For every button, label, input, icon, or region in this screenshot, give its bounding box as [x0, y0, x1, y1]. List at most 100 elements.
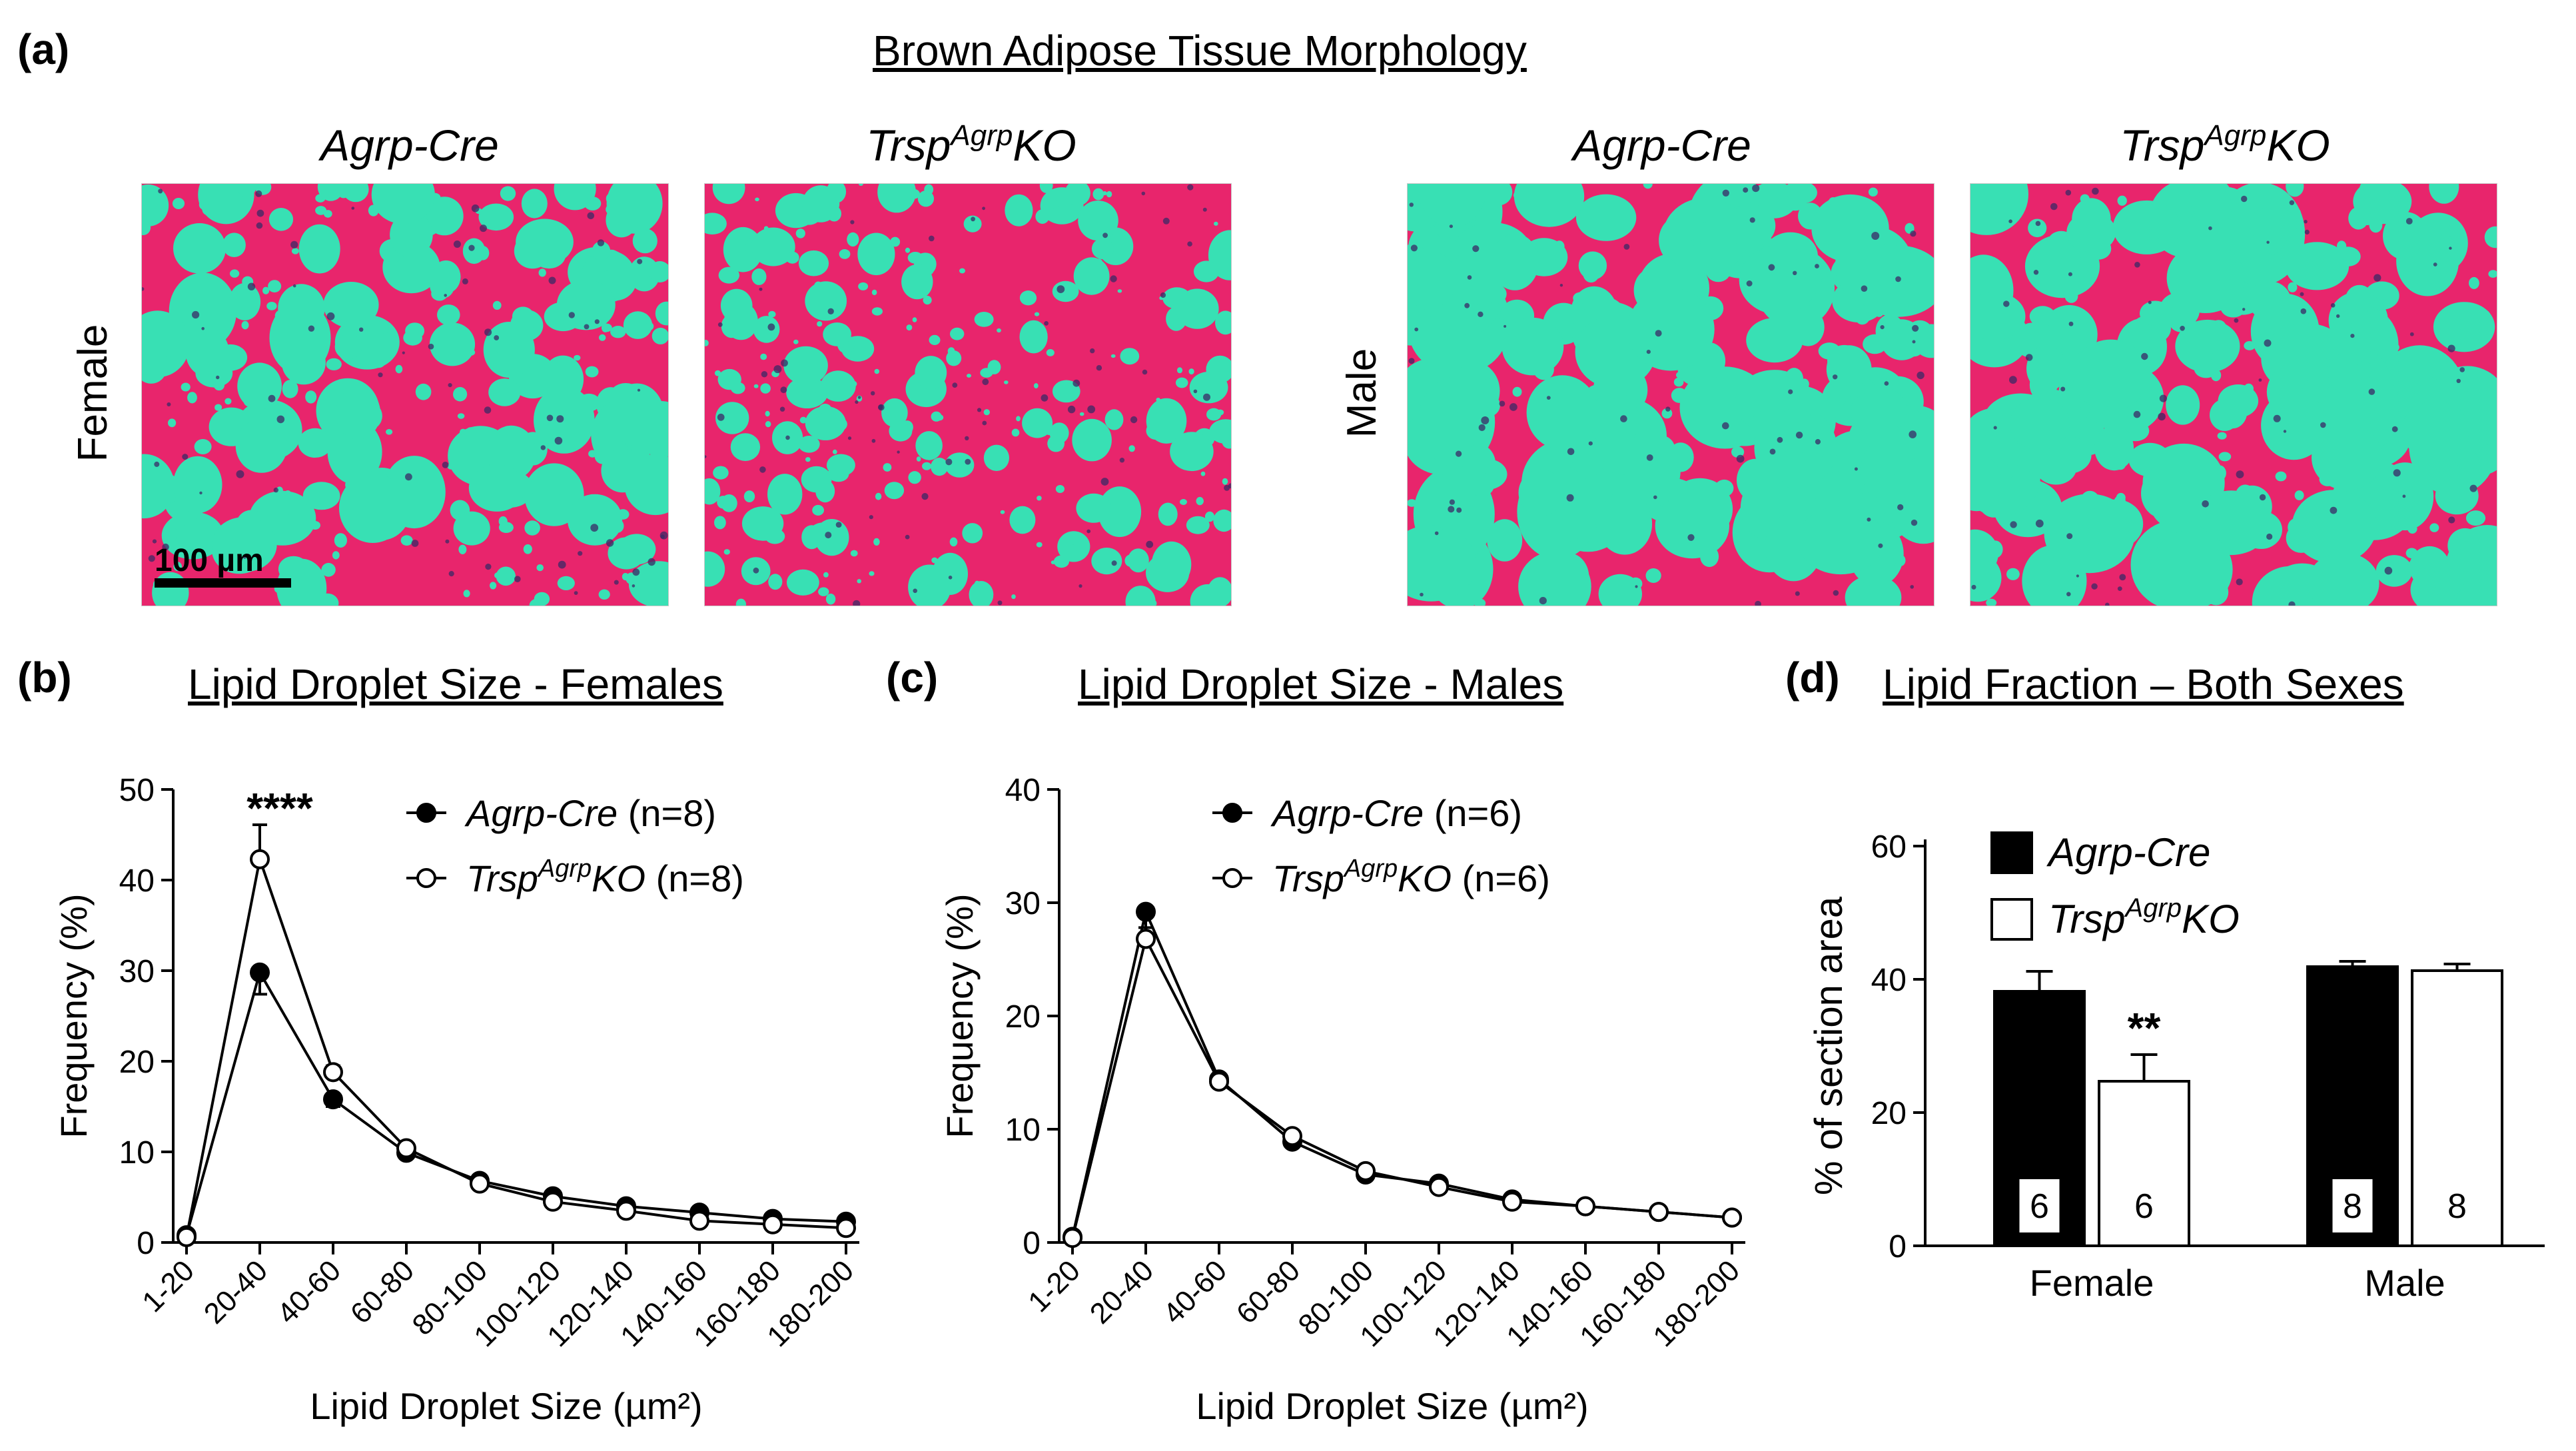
- lipid-droplet: [2159, 292, 2200, 329]
- lipid-droplet: [574, 354, 581, 361]
- y-tick-label: 40: [119, 863, 155, 899]
- lipid-droplet: [817, 412, 835, 429]
- nucleus: [945, 458, 953, 466]
- nucleus: [2241, 195, 2248, 203]
- lipid-droplet: [567, 494, 623, 546]
- lipid-droplet: [1033, 383, 1039, 389]
- lipid-droplet: [310, 521, 320, 530]
- y-tick-label: 20: [1871, 1096, 1907, 1131]
- lipid-droplet: [929, 334, 941, 345]
- lipid-droplet: [447, 463, 455, 470]
- lipid-droplet: [468, 464, 526, 512]
- nucleus: [468, 244, 475, 251]
- lipid-droplet: [2035, 448, 2077, 485]
- lipid-droplet: [610, 326, 626, 338]
- lipid-droplet: [437, 304, 460, 326]
- lipid-droplet: [883, 463, 892, 472]
- lipid-droplet: [174, 514, 188, 526]
- lipid-droplet: [1970, 453, 2002, 512]
- nucleus: [1162, 217, 1170, 225]
- lipid-droplet: [1457, 333, 1484, 358]
- lipid-droplet: [753, 316, 780, 343]
- nucleus: [2234, 318, 2239, 323]
- nucleus: [255, 190, 262, 197]
- nucleus: [977, 408, 982, 412]
- lipid-droplet: [2228, 253, 2238, 264]
- lipid-droplet: [1092, 188, 1104, 201]
- nucleus: [2449, 246, 2452, 250]
- nucleus: [2076, 574, 2079, 578]
- nucleus: [2091, 583, 2098, 590]
- legend-label-trsp-ko: TrspAgrpKO: [2048, 893, 2240, 941]
- legend-label-agrp-cre: Agrp-Cre: [2046, 830, 2210, 875]
- y-tick-label: 20: [119, 1045, 155, 1080]
- nucleus: [606, 539, 614, 547]
- lipid-droplet: [1200, 471, 1206, 476]
- lipid-droplet: [2261, 391, 2327, 460]
- header-agrp-cre-male: Agrp-Cre: [1573, 121, 1751, 170]
- nucleus: [199, 491, 203, 495]
- lipid-droplet: [2433, 302, 2495, 352]
- nucleus: [378, 372, 383, 378]
- lipid-droplet: [2369, 217, 2383, 233]
- nucleus: [1102, 233, 1108, 239]
- nucleus: [1420, 592, 1424, 597]
- lipid-droplet: [1186, 516, 1210, 534]
- lipid-droplet: [2117, 195, 2127, 206]
- lipid-droplet: [814, 519, 849, 556]
- nucleus: [2060, 386, 2066, 392]
- lipid-droplet: [1214, 221, 1218, 226]
- nucleus: [2242, 308, 2246, 311]
- lipid-droplet: [1970, 184, 2028, 235]
- lipid-droplet: [907, 252, 923, 264]
- nucleus: [2330, 506, 2338, 514]
- nucleus: [162, 543, 169, 551]
- nucleus: [1768, 264, 1775, 271]
- lipid-droplet: [1206, 408, 1222, 421]
- data-point-agrp-cre: [1136, 901, 1156, 922]
- lipid-droplet: [1079, 412, 1084, 416]
- nucleus: [1086, 529, 1091, 534]
- lipid-droplet: [2435, 477, 2479, 515]
- nucleus: [767, 323, 775, 331]
- lipid-droplet: [1751, 408, 1761, 418]
- nucleus: [948, 576, 953, 580]
- nucleus: [982, 378, 989, 386]
- nucleus: [2330, 303, 2336, 308]
- nucleus: [2405, 218, 2413, 225]
- lipid-droplet: [1146, 553, 1190, 592]
- nucleus: [1646, 454, 1653, 461]
- lipid-droplet: [1829, 437, 1865, 474]
- lipid-droplet: [1570, 537, 1579, 549]
- nucleus: [2368, 388, 2375, 395]
- lipid-droplet: [889, 420, 913, 442]
- lipid-droplet: [557, 576, 575, 591]
- nucleus: [2264, 339, 2272, 347]
- nucleus: [308, 325, 315, 332]
- lipid-droplet: [2405, 548, 2418, 559]
- nucleus: [705, 455, 707, 458]
- lipid-droplet: [1547, 552, 1589, 602]
- data-point-trsp-ko: [323, 1062, 343, 1083]
- header-trsp-ko-male: TrspAgrpKO: [2120, 119, 2330, 170]
- nucleus: [1456, 450, 1462, 457]
- lipid-droplet: [1978, 436, 1990, 444]
- lipid-droplet: [326, 358, 342, 370]
- nucleus: [2266, 533, 2273, 540]
- data-point-agrp-cre: [323, 1089, 343, 1110]
- nucleus: [587, 212, 595, 220]
- nucleus: [1546, 396, 1551, 400]
- legend-marker: [1222, 803, 1242, 823]
- lipid-droplet: [1469, 472, 1495, 497]
- nucleus: [1448, 506, 1455, 513]
- nucleus: [351, 207, 355, 210]
- nucleus: [1041, 394, 1049, 402]
- legend-marker: [1222, 868, 1242, 888]
- nucleus: [905, 534, 910, 540]
- nucleus: [2433, 262, 2437, 266]
- lipid-droplet: [448, 455, 456, 462]
- lipid-droplet: [705, 213, 727, 235]
- nucleus: [855, 400, 859, 404]
- nucleus: [2236, 470, 2244, 478]
- nucleus: [273, 487, 278, 493]
